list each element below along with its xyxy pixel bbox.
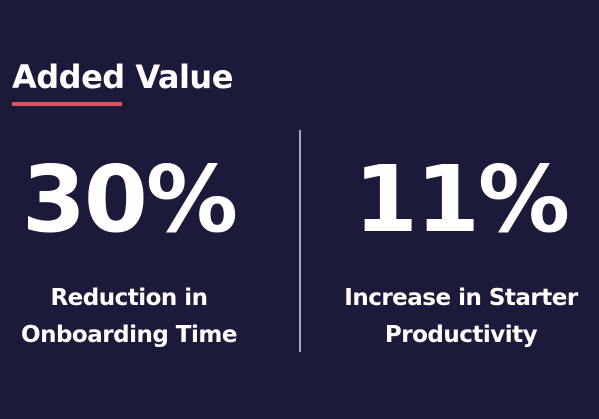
title: Added Value — [12, 58, 233, 96]
stat-value: 30% — [21, 146, 238, 253]
stat: 30% Reduction in Onboarding Time — [0, 148, 274, 354]
title-underline — [12, 102, 122, 106]
stat: 11% Increase in Starter Productivity — [316, 148, 599, 354]
stat-label: Reduction in Onboarding Time — [0, 280, 274, 354]
divider — [299, 130, 301, 352]
stat-label: Increase in Starter Productivity — [316, 280, 599, 354]
stat-value: 11% — [353, 146, 570, 253]
label-line: Productivity — [384, 322, 538, 348]
label-line: Reduction in — [50, 285, 208, 311]
label-line: Increase in Starter — [344, 285, 578, 311]
label-line: Onboarding Time — [21, 322, 237, 348]
